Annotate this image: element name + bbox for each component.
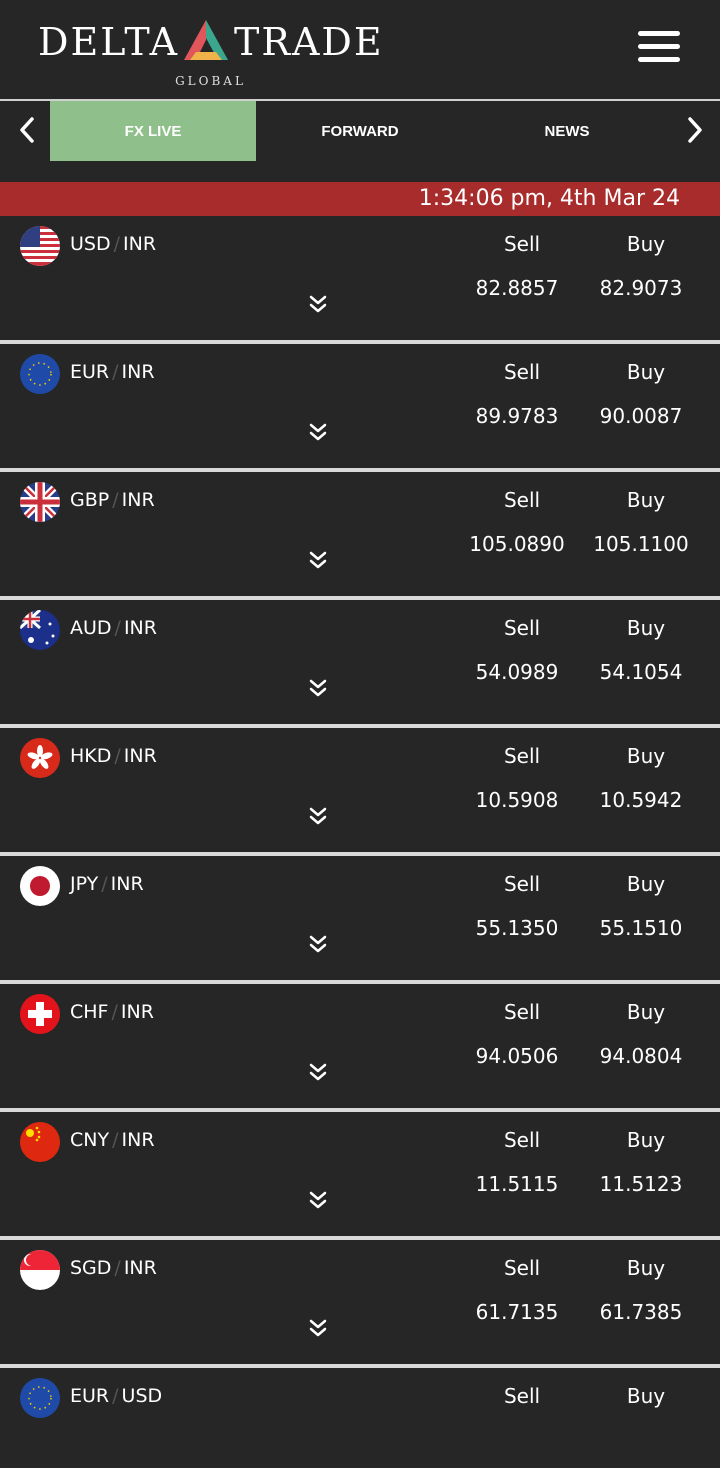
sell-value: 54.0989 (475, 660, 559, 684)
tab-fx-live[interactable]: FX LIVE (50, 101, 256, 161)
us-flag-icon (20, 226, 60, 266)
expand-chevron-icon[interactable] (307, 934, 329, 954)
buy-value: 90.0087 (599, 404, 683, 428)
eu-flag-icon (20, 1378, 60, 1418)
buy-label: Buy (626, 872, 666, 896)
buy-value: 10.5942 (599, 788, 683, 812)
rate-row-jpy-inr[interactable]: JPY / INR Sell Buy 55.1350 55.1510 (0, 856, 720, 984)
buy-value: 105.1100 (593, 532, 689, 556)
rates-list: USD / INR Sell Buy 82.8857 82.9073 EUR / INR… (0, 216, 720, 1468)
eu-flag-icon (20, 354, 60, 394)
logo-word-right: TRADE (234, 20, 384, 64)
sell-value: 105.0890 (469, 532, 565, 556)
buy-label: Buy (626, 232, 666, 256)
uk-flag-icon (20, 482, 60, 522)
pair-label: CHF / INR (70, 1001, 154, 1023)
ch-flag-icon (20, 994, 60, 1034)
sell-value: 94.0506 (475, 1044, 559, 1068)
logo-subtitle: GLOBAL (175, 74, 246, 88)
buy-value: 82.9073 (599, 276, 683, 300)
buy-label: Buy (626, 488, 666, 512)
pair-label: HKD / INR (70, 745, 157, 767)
expand-chevron-icon[interactable] (307, 1318, 329, 1338)
buy-value: 55.1510 (599, 916, 683, 940)
sell-label: Sell (503, 232, 541, 256)
pair-label: EUR / USD (70, 1385, 163, 1407)
buy-label: Buy (626, 1384, 666, 1408)
buy-label: Buy (626, 744, 666, 768)
sell-label: Sell (503, 1000, 541, 1024)
rate-row-chf-inr[interactable]: CHF / INR Sell Buy 94.0506 94.0804 (0, 984, 720, 1112)
sell-label: Sell (503, 1128, 541, 1152)
logo-word-left: DELTA (38, 20, 180, 64)
buy-value: 54.1054 (599, 660, 683, 684)
sell-label: Sell (503, 872, 541, 896)
sell-value: 11.5115 (475, 1172, 559, 1196)
sell-value: 82.8857 (475, 276, 559, 300)
pair-label: SGD / INR (70, 1257, 157, 1279)
jp-flag-icon (20, 866, 60, 906)
tab-forward[interactable]: FORWARD (321, 122, 399, 140)
buy-value: 11.5123 (599, 1172, 683, 1196)
buy-value: 94.0804 (599, 1044, 683, 1068)
pair-label: GBP / INR (70, 489, 155, 511)
rate-row-usd-inr[interactable]: USD / INR Sell Buy 82.8857 82.9073 (0, 216, 720, 344)
rate-row-aud-inr[interactable]: AUD / INR Sell Buy 54.0989 54.1054 (0, 600, 720, 728)
sell-label: Sell (503, 488, 541, 512)
expand-chevron-icon[interactable] (307, 294, 329, 314)
sell-label: Sell (503, 1256, 541, 1280)
pair-label: USD / INR (70, 233, 157, 255)
pair-label: EUR / INR (70, 361, 155, 383)
rate-row-gbp-inr[interactable]: GBP / INR Sell Buy 105.0890 105.1100 (0, 472, 720, 600)
app-header: DELTA TRADE GLOBAL (0, 0, 720, 101)
expand-chevron-icon[interactable] (307, 422, 329, 442)
buy-label: Buy (626, 360, 666, 384)
rate-row-eur-inr[interactable]: EUR / INR Sell Buy 89.9783 90.0087 (0, 344, 720, 472)
expand-chevron-icon[interactable] (307, 550, 329, 570)
tab-news[interactable]: NEWS (544, 122, 590, 140)
expand-chevron-icon[interactable] (307, 806, 329, 826)
cn-flag-icon (20, 1122, 60, 1162)
sell-value: 89.9783 (475, 404, 559, 428)
timestamp-bar: 1:34:06 pm, 4th Mar 24 (0, 182, 720, 216)
sell-label: Sell (503, 1384, 541, 1408)
expand-chevron-icon[interactable] (307, 1190, 329, 1210)
pair-label: JPY / INR (70, 873, 144, 895)
buy-label: Buy (626, 1000, 666, 1024)
rate-row-sgd-inr[interactable]: SGD / INR Sell Buy 61.7135 61.7385 (0, 1240, 720, 1368)
sell-label: Sell (503, 360, 541, 384)
sell-label: Sell (503, 616, 541, 640)
hk-flag-icon (20, 738, 60, 778)
sell-label: Sell (503, 744, 541, 768)
timestamp-text: 1:34:06 pm, 4th Mar 24 (418, 186, 680, 211)
rate-row-eur-usd[interactable]: EUR / USD Sell Buy (0, 1368, 720, 1468)
chevron-left-icon[interactable] (14, 113, 44, 147)
pair-label: CNY / INR (70, 1129, 155, 1151)
rate-row-hkd-inr[interactable]: HKD / INR Sell Buy 10.5908 10.5942 (0, 728, 720, 856)
au-flag-icon (20, 610, 60, 650)
expand-chevron-icon[interactable] (307, 678, 329, 698)
buy-label: Buy (626, 1128, 666, 1152)
sell-value: 55.1350 (475, 916, 559, 940)
buy-label: Buy (626, 616, 666, 640)
hamburger-menu-icon[interactable] (638, 31, 680, 67)
expand-chevron-icon[interactable] (307, 1062, 329, 1082)
logo-triangle-icon (184, 20, 228, 60)
sell-value: 10.5908 (475, 788, 559, 812)
delta-trade-logo[interactable]: DELTA TRADE GLOBAL (38, 18, 383, 92)
pair-label: AUD / INR (70, 617, 157, 639)
sell-value: 61.7135 (475, 1300, 559, 1324)
buy-value: 61.7385 (599, 1300, 683, 1324)
rate-row-cny-inr[interactable]: CNY / INR Sell Buy 11.5115 11.5123 (0, 1112, 720, 1240)
tab-bar: FX LIVE FORWARD NEWS (0, 101, 720, 161)
buy-label: Buy (626, 1256, 666, 1280)
chevron-right-icon[interactable] (680, 113, 710, 147)
sg-flag-icon (20, 1250, 60, 1290)
